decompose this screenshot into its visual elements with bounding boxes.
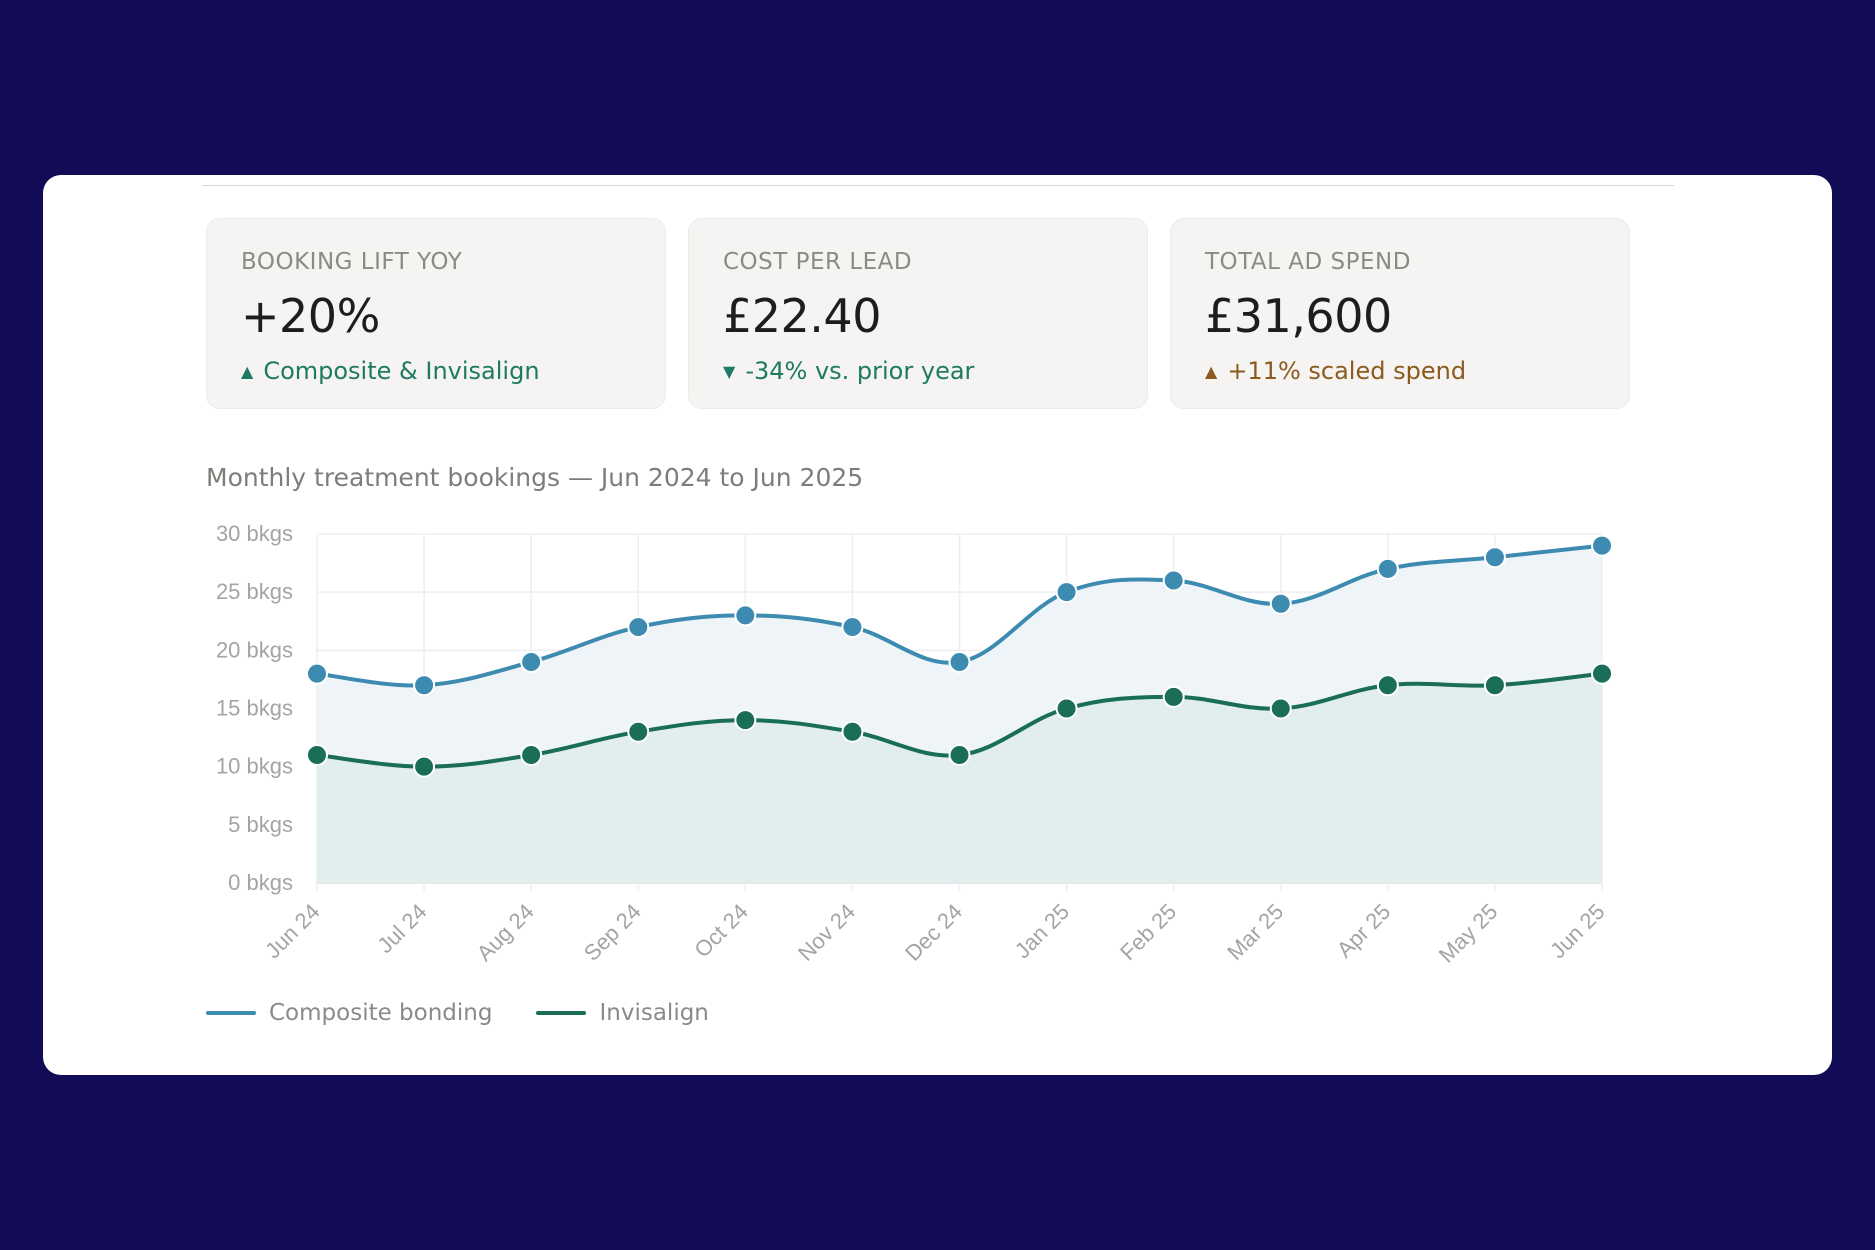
series-area (317, 673, 1602, 883)
y-tick-label: 15 bkgs (216, 696, 293, 721)
y-tick-label: 5 bkgs (228, 812, 293, 837)
data-point (948, 650, 971, 673)
x-tick-label: Aug 24 (472, 899, 539, 966)
kpi-total-ad-spend: TOTAL AD SPEND £31,600 ▲ +11% scaled spe… (1170, 218, 1630, 409)
x-tick-label: Feb 25 (1115, 899, 1181, 965)
data-point (1269, 697, 1292, 720)
legend-swatch (206, 1011, 256, 1015)
x-tick-label: Jan 25 (1010, 899, 1074, 963)
y-tick-label: 20 bkgs (216, 637, 293, 662)
data-point (948, 744, 971, 767)
divider (202, 185, 1674, 186)
data-point (841, 720, 864, 743)
x-tick-label: Apr 25 (1332, 899, 1396, 963)
x-tick-label: Nov 24 (793, 899, 860, 966)
kpi-delta: ▼ -34% vs. prior year (723, 357, 1147, 385)
y-tick-label: 10 bkgs (216, 754, 293, 779)
y-tick-label: 25 bkgs (216, 579, 293, 604)
data-point (734, 709, 757, 732)
kpi-delta-text: +11% scaled spend (1227, 357, 1467, 385)
x-tick-label: Mar 25 (1222, 899, 1288, 965)
kpi-value: +20% (241, 289, 380, 343)
x-tick-label: Jun 25 (1545, 899, 1609, 963)
data-point (306, 662, 328, 685)
kpi-delta-text: -34% vs. prior year (745, 357, 975, 385)
line-chart: 0 bkgs 5 bkgs 10 bkgs 15 bkgs 20 bkgs 25 bkgs… (216, 521, 1613, 968)
data-point (1162, 569, 1185, 592)
data-point (306, 744, 328, 767)
kpi-value: £31,600 (1205, 289, 1392, 343)
kpi-delta: ▲ Composite & Invisalign (241, 357, 665, 385)
kpi-booking-lift: BOOKING LIFT YOY +20% ▲ Composite & Invi… (206, 218, 666, 409)
legend-label: Invisalign (599, 1000, 709, 1026)
legend-label: Composite bonding (269, 1000, 493, 1026)
y-tick-label: 30 bkgs (216, 521, 293, 546)
legend-swatch (536, 1011, 587, 1015)
triangle-up-icon: ▲ (241, 361, 254, 381)
chart-title: Monthly treatment bookings — Jun 2024 to… (206, 463, 864, 492)
kpi-label: BOOKING LIFT YOY (241, 249, 463, 275)
data-point (1376, 557, 1399, 580)
triangle-up-icon: ▲ (1205, 361, 1218, 381)
y-tick-label: 0 bkgs (228, 870, 293, 895)
data-point (627, 720, 650, 743)
data-point (1483, 546, 1506, 569)
data-point (1055, 697, 1078, 720)
x-tick-label: Sep 24 (579, 899, 646, 966)
x-tick-label: Oct 24 (689, 899, 753, 963)
data-point (1591, 534, 1613, 557)
kpi-delta: ▲ +11% scaled spend (1205, 357, 1629, 385)
kpi-row: BOOKING LIFT YOY +20% ▲ Composite & Invi… (206, 218, 1630, 409)
data-point (413, 674, 436, 697)
data-point (734, 604, 757, 627)
x-tick-label: Jun 24 (260, 899, 324, 963)
chart-legend: Composite bonding Invisalign (206, 1000, 709, 1026)
data-point (520, 650, 543, 673)
x-tick-label: Dec 24 (900, 899, 967, 966)
data-point (413, 755, 436, 778)
legend-item-invisalign: Invisalign (536, 1000, 709, 1026)
dashboard-card: BOOKING LIFT YOY +20% ▲ Composite & Invi… (43, 175, 1832, 1075)
kpi-label: COST PER LEAD (723, 249, 913, 275)
kpi-value: £22.40 (723, 289, 881, 343)
kpi-cost-per-lead: COST PER LEAD £22.40 ▼ -34% vs. prior ye… (688, 218, 1148, 409)
legend-item-composite: Composite bonding (206, 1000, 492, 1026)
kpi-label: TOTAL AD SPEND (1205, 249, 1411, 275)
data-point (1483, 674, 1506, 697)
data-point (841, 616, 864, 639)
data-point (1162, 685, 1185, 708)
data-point (1055, 581, 1078, 604)
data-point (1376, 674, 1399, 697)
x-tick-label: Jul 24 (372, 899, 431, 958)
triangle-down-icon: ▼ (723, 361, 736, 381)
data-point (627, 616, 650, 639)
kpi-delta-text: Composite & Invisalign (263, 357, 540, 385)
data-point (1269, 592, 1292, 615)
x-tick-label: May 25 (1434, 899, 1503, 968)
data-point (520, 744, 543, 767)
data-point (1591, 662, 1613, 685)
